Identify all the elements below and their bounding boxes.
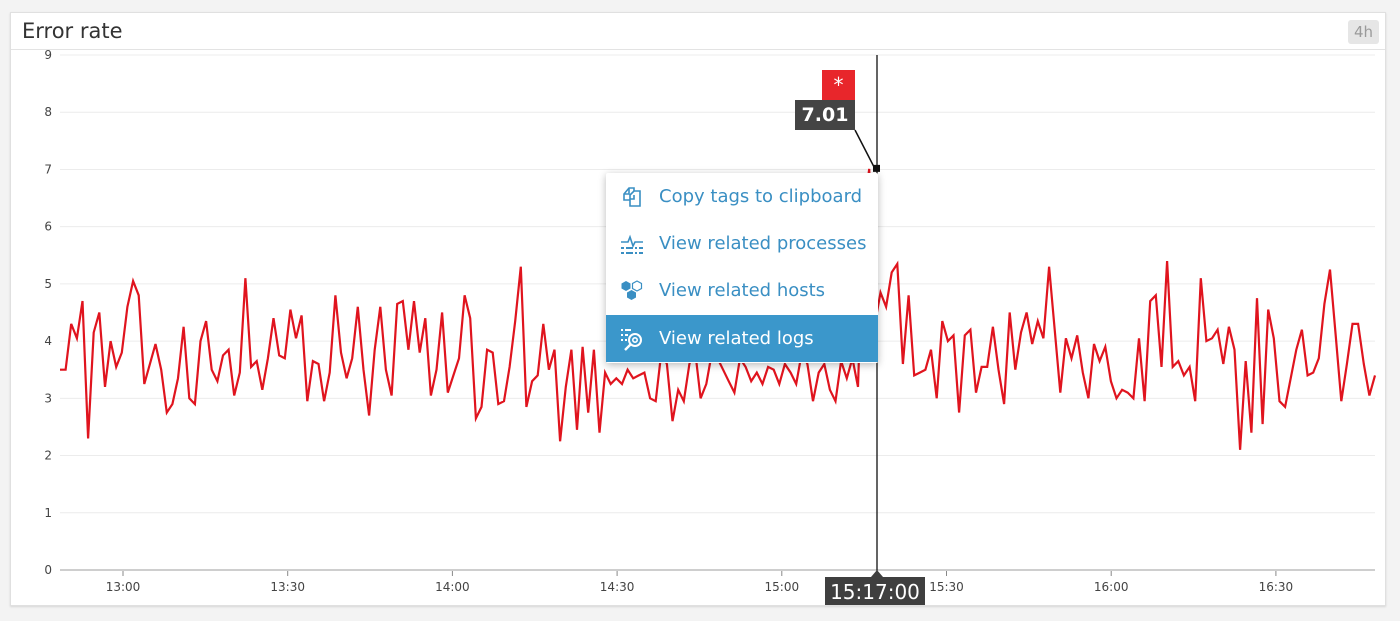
menu-item-label: Copy tags to clipboard — [659, 186, 863, 207]
copy-tags-menu-item[interactable]: Copy tags to clipboard — [606, 173, 878, 220]
view-processes-menu-item[interactable]: View related processes — [606, 220, 878, 267]
y-tick-label: 2 — [44, 449, 52, 463]
x-tick-label: 15:00 — [765, 580, 800, 594]
highlight-point[interactable] — [873, 164, 880, 172]
hover-time-label: 15:17:00 — [825, 570, 925, 605]
x-tick-label: 14:00 — [435, 580, 470, 594]
y-tick-label: 0 — [44, 563, 52, 577]
x-tick-label: 13:00 — [106, 580, 141, 594]
graph-context-menu: Copy tags to clipboard View related proc… — [606, 173, 878, 363]
x-tick-label: 13:30 — [270, 580, 305, 594]
x-tick-label: 14:30 — [600, 580, 635, 594]
widget-header: Error rate 4h — [11, 13, 1385, 50]
time-range-badge[interactable]: 4h — [1347, 20, 1379, 44]
processes-icon — [619, 231, 645, 257]
copy-icon — [619, 184, 645, 210]
logs-search-icon — [619, 326, 645, 352]
y-tick-label: 5 — [44, 277, 52, 291]
menu-item-label: View related hosts — [659, 280, 826, 301]
y-tick-label: 9 — [44, 48, 52, 62]
x-tick-label: 16:30 — [1259, 580, 1294, 594]
widget-title: Error rate — [22, 19, 123, 43]
menu-item-label: View related logs — [659, 328, 814, 349]
y-tick-label: 8 — [44, 105, 52, 119]
view-hosts-menu-item[interactable]: View related hosts — [606, 267, 878, 314]
menu-item-label: View related processes — [659, 233, 867, 254]
x-tick-label: 16:00 — [1094, 580, 1129, 594]
y-tick-label: 3 — [44, 391, 52, 405]
event-marker[interactable]: * — [822, 70, 855, 100]
y-tick-label: 1 — [44, 506, 52, 520]
y-tick-label: 7 — [44, 162, 52, 176]
y-tick-label: 6 — [44, 220, 52, 234]
hosts-icon — [619, 278, 645, 304]
y-tick-label: 4 — [44, 334, 52, 348]
x-tick-label: 15:30 — [929, 580, 964, 594]
hover-value-label: 7.01 — [795, 100, 855, 130]
view-logs-menu-item[interactable]: View related logs — [606, 315, 878, 362]
